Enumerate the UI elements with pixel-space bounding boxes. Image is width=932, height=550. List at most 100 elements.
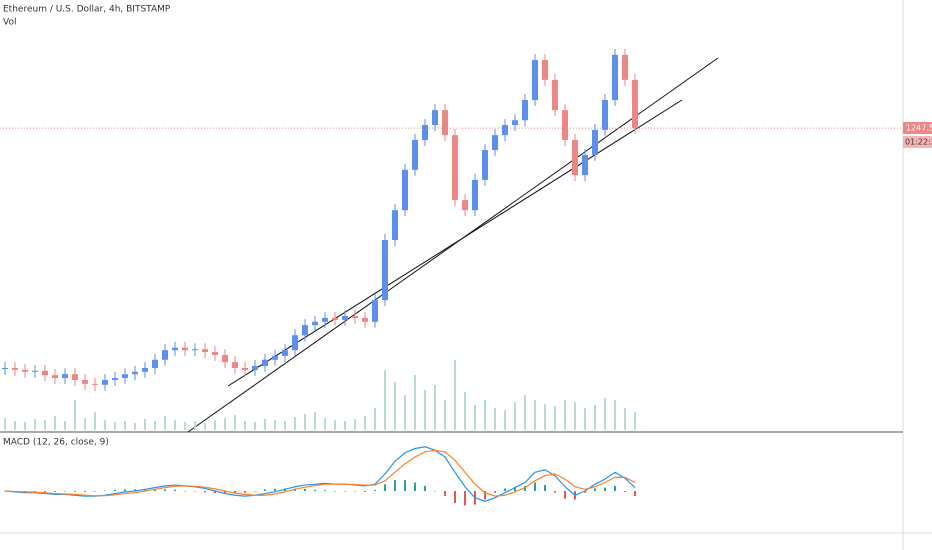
macd-histogram-bar — [584, 491, 586, 493]
countdown: 01:22:28 — [905, 138, 932, 147]
volume-bar — [244, 421, 246, 430]
volume-bar — [634, 412, 636, 430]
volume-bar — [484, 400, 486, 430]
volume-bar — [44, 420, 46, 430]
candle-body — [632, 79, 638, 128]
volume-bar — [434, 385, 436, 430]
macd-histogram-bar — [94, 491, 96, 492]
volume-bar — [344, 421, 346, 430]
candle-body — [452, 135, 458, 201]
volume-bar — [354, 419, 356, 430]
candle-body — [152, 359, 158, 368]
candle-body — [612, 54, 618, 101]
macd-histogram-bar — [594, 488, 596, 491]
macd-histogram-bar — [364, 491, 366, 492]
macd-histogram-bar — [334, 491, 336, 492]
candle-body — [512, 120, 518, 126]
volume-bar — [94, 412, 96, 430]
macd-histogram-bar — [524, 485, 526, 491]
candle-body — [332, 317, 338, 320]
volume-bar — [594, 405, 596, 430]
volume-bar — [264, 419, 266, 430]
candle-body — [342, 316, 348, 320]
volume-bar — [424, 390, 426, 430]
volume-bar — [74, 400, 76, 430]
price-label-box — [903, 122, 932, 134]
macd-histogram-bar — [194, 491, 196, 492]
volume-bar — [334, 420, 336, 430]
candle-body — [302, 325, 308, 336]
candle-body — [322, 317, 328, 322]
macd-histogram-bar — [54, 491, 56, 492]
candle-body — [182, 347, 188, 351]
candle-body — [272, 355, 278, 360]
candle-body — [432, 110, 438, 126]
volume-bar — [454, 360, 456, 430]
macd-histogram-bar — [624, 491, 626, 492]
trend-line — [227, 99, 683, 387]
volume-bar — [364, 416, 366, 430]
candle-body — [572, 139, 578, 176]
candle-body — [192, 349, 198, 351]
macd-histogram-bar — [414, 482, 416, 491]
volume-bar — [4, 418, 6, 430]
volume-bar — [124, 421, 126, 430]
volume-bar — [374, 408, 376, 430]
volume-bar — [394, 382, 396, 430]
volume-bar — [64, 421, 66, 430]
candle-body — [252, 366, 258, 370]
macd-histogram-bar — [454, 491, 456, 503]
candle-body — [552, 79, 558, 111]
volume-bar — [504, 410, 506, 430]
volume-bar — [614, 400, 616, 430]
volume-bar — [274, 420, 276, 430]
macd-histogram-bar — [104, 490, 106, 492]
macd-histogram-bar — [604, 487, 606, 491]
macd-histogram-bar — [264, 489, 266, 491]
macd-histogram-bar — [214, 491, 216, 494]
macd-histogram-bar — [234, 491, 236, 494]
volume-bar — [314, 412, 316, 430]
macd-histogram-bar — [184, 491, 186, 492]
trend-line — [187, 57, 719, 433]
volume-bar — [304, 414, 306, 430]
candle-body — [382, 240, 388, 301]
macd-histogram-bar — [434, 491, 436, 492]
candle-body — [482, 150, 488, 180]
candle-body — [522, 100, 528, 121]
macd-histogram-bar — [514, 486, 516, 491]
macd-histogram-bar — [484, 491, 486, 500]
volume-bar — [84, 418, 86, 430]
macd-histogram-bar — [164, 489, 166, 491]
volume-bar — [214, 420, 216, 430]
chart-title: Ethereum / U.S. Dollar, 4h, BITSTAMP — [3, 5, 171, 15]
volume-bar — [234, 415, 236, 430]
macd-histogram-bar — [614, 485, 616, 491]
macd-histogram-bar — [134, 489, 136, 491]
candle-body — [412, 139, 418, 170]
candle-body — [462, 200, 468, 211]
candle-body — [62, 374, 68, 379]
candle-body — [312, 321, 318, 326]
candle-body — [582, 154, 588, 176]
volume-bar — [134, 423, 136, 430]
macd-histogram-bar — [544, 485, 546, 491]
volume-title: Vol — [3, 18, 16, 28]
macd-histogram-bar — [464, 491, 466, 506]
candle-body — [52, 375, 58, 379]
candle-body — [492, 135, 498, 151]
macd-histogram-bar — [114, 489, 116, 491]
volume-bar — [204, 423, 206, 430]
last-price-label: 1247.57 — [906, 124, 932, 133]
volume-bar — [604, 398, 606, 430]
volume-bar — [574, 402, 576, 430]
candle-body — [92, 383, 98, 385]
candle-body — [232, 362, 238, 368]
candle-body — [372, 300, 378, 322]
volume-bar — [564, 400, 566, 430]
macd-histogram-bar — [274, 488, 276, 491]
macd-histogram-bar — [504, 488, 506, 491]
macd-title: MACD (12, 26, close, 9) — [3, 438, 109, 448]
macd-histogram-bar — [384, 484, 386, 491]
macd-histogram-bar — [314, 489, 316, 491]
